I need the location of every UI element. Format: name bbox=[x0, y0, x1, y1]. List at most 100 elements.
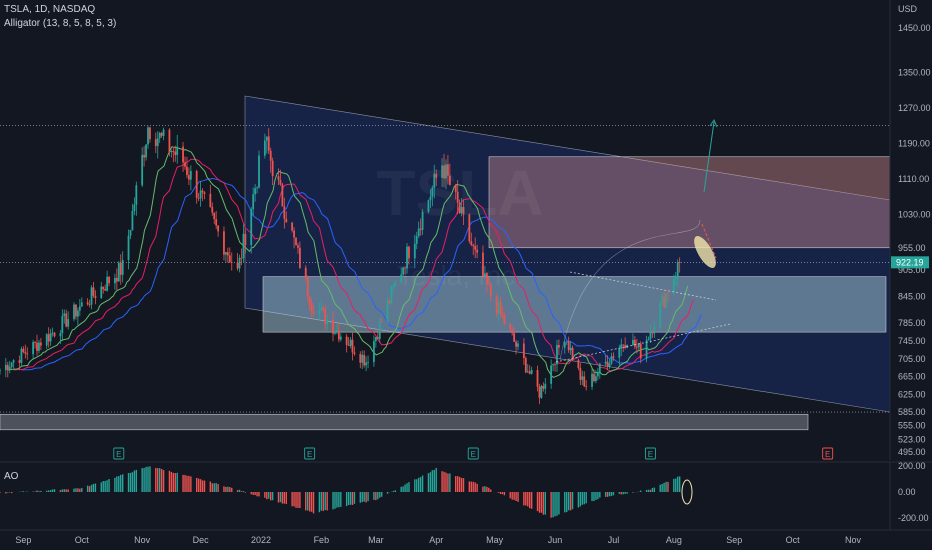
candle-body bbox=[458, 202, 461, 214]
candle-body bbox=[591, 373, 593, 387]
earnings-icon-glyph: E bbox=[116, 450, 121, 459]
candle-body bbox=[26, 353, 29, 355]
candle-body bbox=[154, 139, 157, 147]
price-axis-tick: 665.00 bbox=[898, 372, 926, 382]
candle-body bbox=[332, 319, 334, 334]
support-box bbox=[262, 276, 887, 333]
price-axis-tick: 1450.00 bbox=[898, 23, 931, 33]
candle-body bbox=[639, 343, 642, 359]
candle-body bbox=[563, 342, 566, 348]
candle-body bbox=[263, 140, 266, 156]
candle-body bbox=[376, 337, 379, 339]
candle-body bbox=[213, 212, 216, 220]
indicator-legend[interactable]: Alligator (13, 8, 5, 8, 5, 3) bbox=[4, 18, 117, 29]
candle-body bbox=[448, 175, 451, 186]
candle-body bbox=[581, 376, 584, 380]
candle-body bbox=[230, 262, 233, 264]
candle-body bbox=[413, 243, 416, 259]
candle-body bbox=[538, 386, 541, 398]
candle-body bbox=[515, 341, 517, 347]
candle-body bbox=[454, 185, 457, 192]
lower-box bbox=[0, 413, 809, 431]
candle-body bbox=[256, 187, 258, 189]
candle-body bbox=[524, 358, 527, 373]
time-axis-tick: Sep bbox=[726, 535, 742, 545]
time-axis-tick: Aug bbox=[666, 535, 682, 545]
candle-body bbox=[49, 333, 52, 342]
candle-body bbox=[299, 247, 301, 268]
candle-body bbox=[324, 309, 327, 324]
price-axis-tick: 1350.00 bbox=[898, 67, 931, 77]
candle-body bbox=[373, 341, 375, 363]
candle-body bbox=[347, 344, 350, 346]
candle-body bbox=[544, 383, 547, 389]
candle-body bbox=[277, 176, 280, 181]
candle-body bbox=[633, 340, 636, 347]
candle-body bbox=[108, 276, 110, 284]
candle-body bbox=[571, 347, 574, 360]
candle-body bbox=[509, 324, 512, 330]
candle-body bbox=[326, 319, 329, 324]
candle-body bbox=[622, 344, 625, 346]
time-axis-tick: Dec bbox=[193, 535, 210, 545]
time-axis-tick: Oct bbox=[786, 535, 801, 545]
candle-body bbox=[676, 262, 679, 277]
earnings-future-icon-glyph: E bbox=[825, 450, 830, 459]
candle-body bbox=[606, 361, 609, 367]
symbol-title[interactable]: TSLA, 1D, NASDAQ bbox=[4, 4, 96, 15]
candle-body bbox=[678, 262, 681, 264]
price-axis-tick: 745.00 bbox=[898, 336, 926, 346]
price-axis-tick: 785.00 bbox=[898, 318, 926, 328]
candle-body bbox=[88, 304, 91, 306]
candle-body bbox=[417, 228, 420, 237]
time-axis-tick: Sep bbox=[15, 535, 31, 545]
ao-highlight bbox=[681, 479, 693, 505]
candle-body bbox=[78, 306, 81, 311]
candle-body bbox=[141, 154, 144, 186]
candle-body bbox=[596, 373, 599, 377]
candle-body bbox=[674, 276, 677, 279]
ao-axis-tick: 0.00 bbox=[898, 487, 916, 497]
candle-body bbox=[585, 386, 588, 388]
candle-body bbox=[45, 334, 48, 346]
candle-body bbox=[550, 365, 553, 384]
candle-body bbox=[121, 259, 124, 275]
candle-body bbox=[271, 160, 274, 177]
price-axis-tick: 905.00 bbox=[898, 265, 926, 275]
candle-body bbox=[115, 277, 118, 282]
candle-body bbox=[462, 207, 465, 215]
ao-label[interactable]: AO bbox=[4, 471, 19, 482]
candle-body bbox=[295, 237, 297, 246]
candle-body bbox=[285, 218, 288, 223]
candle-body bbox=[114, 277, 116, 284]
candle-body bbox=[61, 315, 64, 334]
candle-body bbox=[304, 267, 307, 277]
candle-body bbox=[265, 136, 268, 141]
candle-body bbox=[102, 286, 105, 290]
candle-body bbox=[32, 342, 35, 355]
candle-body bbox=[526, 371, 529, 373]
candle-body bbox=[217, 225, 220, 232]
candle-body bbox=[269, 150, 272, 161]
candle-body bbox=[168, 129, 171, 153]
earnings-icon bbox=[113, 447, 125, 460]
candle-body bbox=[209, 193, 212, 207]
price-axis-tick: 523.00 bbox=[898, 435, 926, 445]
candle-body bbox=[293, 230, 295, 238]
candle-body bbox=[610, 356, 613, 364]
candle-body bbox=[353, 352, 356, 355]
bull-arrow bbox=[703, 121, 715, 193]
candle-body bbox=[618, 348, 621, 358]
candle-body bbox=[651, 331, 654, 334]
candle-body bbox=[378, 321, 381, 339]
candle-body bbox=[489, 284, 492, 296]
candle-body bbox=[310, 305, 313, 311]
candle-body bbox=[645, 340, 648, 359]
candle-body bbox=[189, 171, 192, 180]
candle-body bbox=[569, 347, 572, 351]
candle-body bbox=[170, 151, 173, 153]
time-axis-tick: Mar bbox=[368, 535, 384, 545]
candle-body bbox=[334, 331, 336, 334]
candle-body bbox=[487, 284, 490, 285]
